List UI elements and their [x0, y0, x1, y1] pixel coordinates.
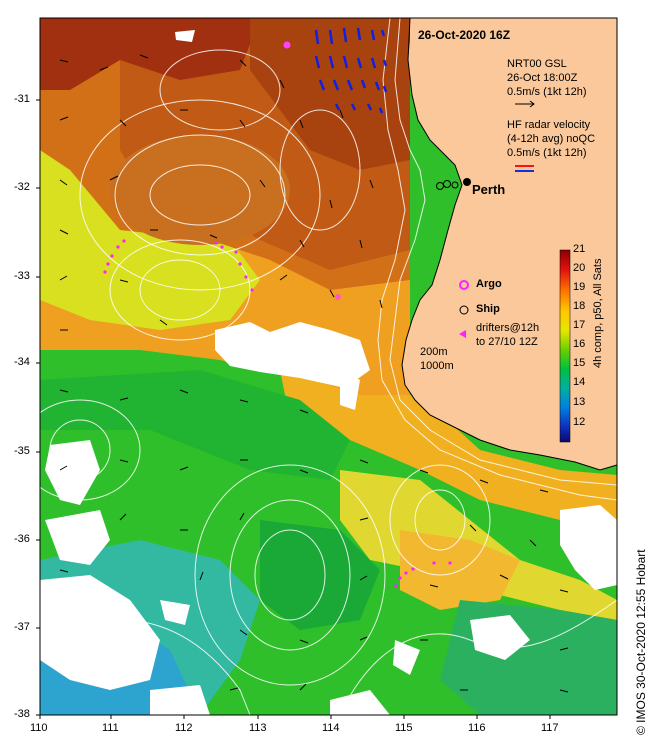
- plot-frame: [39, 17, 618, 716]
- ship-legend-icon: [459, 305, 469, 315]
- drifter-tracks: [103, 239, 452, 588]
- lon-label: 117: [541, 722, 559, 734]
- lon-label: 116: [468, 722, 486, 734]
- lon-label: 114: [322, 722, 340, 734]
- drifters-legend-line1: drifters@12h: [476, 322, 540, 334]
- cb-tick: 18: [573, 300, 586, 312]
- cb-tick: 17: [573, 319, 586, 331]
- lat-label: -33: [14, 270, 30, 282]
- perth-marker: [463, 178, 471, 186]
- cb-tick: 19: [573, 281, 586, 293]
- lon-label: 113: [249, 722, 267, 734]
- hf-legend-line1: HF radar velocity: [507, 119, 591, 131]
- colorbar-title: 4h comp, p50, All Sats: [592, 258, 604, 368]
- ship-legend-label: Ship: [476, 303, 500, 315]
- lon-label: 112: [175, 722, 193, 734]
- lon-label: 115: [395, 722, 413, 734]
- cb-tick: 21: [573, 243, 586, 255]
- argo-marker: [335, 294, 341, 300]
- isobath-1000-label: 1000m: [420, 360, 454, 372]
- hf-legend-line2: (4-12h avg) noQC: [507, 133, 596, 145]
- hf-radar-arrows: [314, 27, 388, 114]
- colorbar: [559, 249, 571, 443]
- argo-marker: [283, 41, 291, 49]
- date-title: 26-Oct-2020 16Z: [418, 28, 511, 42]
- lat-label: -36: [14, 533, 30, 545]
- drifters-legend-line2: to 27/10 12Z: [476, 336, 538, 348]
- drifter-legend-icon: [459, 330, 466, 338]
- argo-legend-label: Argo: [476, 278, 502, 290]
- lon-label: 111: [102, 722, 119, 734]
- contours: [19, 17, 618, 716]
- sst-field: [40, 18, 617, 715]
- cb-tick: 14: [573, 376, 586, 388]
- hf-legend-line3: 0.5m/s (1kt 12h): [507, 147, 587, 159]
- lat-label: -34: [14, 356, 30, 368]
- lon-label: 110: [30, 722, 48, 734]
- lat-label: -38: [14, 708, 30, 720]
- gsl-legend-line2: 26-Oct 18:00Z: [507, 72, 578, 84]
- cb-tick: 13: [573, 396, 586, 408]
- cb-tick: 15: [573, 357, 586, 369]
- ship-markers: [436, 180, 459, 190]
- lat-label: -35: [14, 445, 30, 457]
- axis-ticks: [36, 99, 551, 719]
- lat-label: -31: [14, 93, 30, 105]
- gsl-legend-line1: NRT00 GSL: [507, 58, 567, 70]
- lat-label: -37: [14, 621, 30, 633]
- cb-tick: 16: [573, 338, 586, 350]
- cb-tick: 12: [573, 416, 586, 428]
- cloud-mask: [40, 30, 617, 715]
- gsl-legend-line3: 0.5m/s (1kt 12h): [507, 86, 587, 98]
- isobath-200-label: 200m: [420, 346, 448, 358]
- cb-tick: 20: [573, 262, 586, 274]
- imos-credit: © IMOS 30-Oct-2020 12:55 Hobart: [634, 549, 648, 735]
- argo-legend-icon: [459, 280, 469, 290]
- coastline: [401, 17, 618, 471]
- lat-label: -32: [14, 181, 30, 193]
- current-arrows: [59, 54, 569, 693]
- perth-label: Perth: [472, 182, 506, 197]
